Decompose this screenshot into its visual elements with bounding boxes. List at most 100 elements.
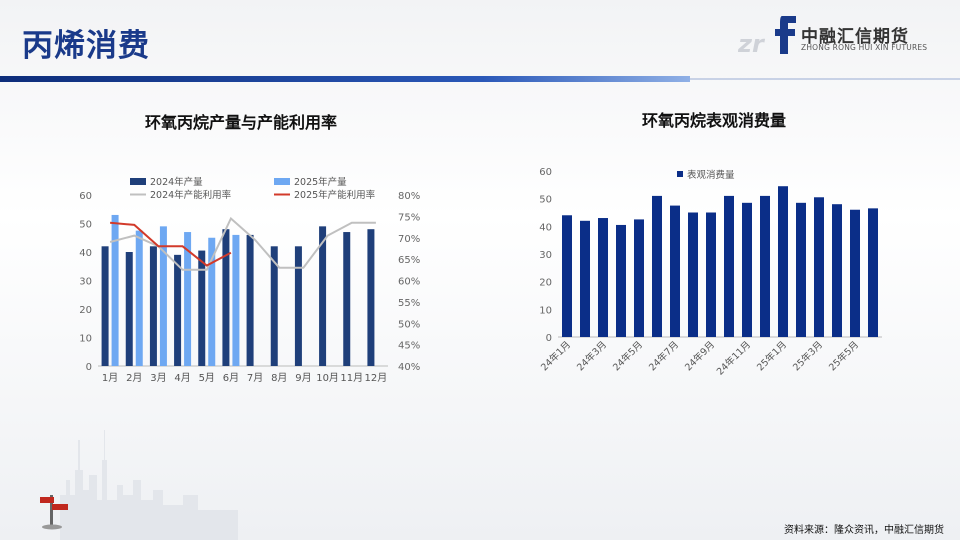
chart2-bar xyxy=(670,205,680,337)
chart1-bar-2025 xyxy=(135,230,143,366)
chart1-title: 环氧丙烷产量与产能利用率 xyxy=(145,113,338,132)
chart1-y-tick-label: 0 xyxy=(86,362,92,373)
chart1-legend-swatch xyxy=(130,178,146,185)
chart2-bar xyxy=(562,215,572,337)
chart1-y-tick-label: 50 xyxy=(79,220,92,231)
chart1-bar-2025 xyxy=(111,214,119,366)
chart1-x-tick-label: 8月 xyxy=(271,372,287,384)
chart2-x-tick-label: 24年9月 xyxy=(682,339,717,374)
chart1-y2-tick-label: 45% xyxy=(398,341,420,352)
chart1-bar-2025 xyxy=(232,234,240,366)
chart1-y2-tick-label: 70% xyxy=(398,234,420,245)
chart2-x-tick-label: 25年3月 xyxy=(790,339,825,374)
chart1-x-tick-label: 5月 xyxy=(199,372,215,384)
title-underline xyxy=(0,76,690,82)
chart2-bar xyxy=(616,224,626,337)
chart2-bar xyxy=(778,186,788,337)
city-skyline-decoration xyxy=(40,430,238,540)
chart2-bar xyxy=(850,209,860,337)
chart1-x-tick-label: 12月 xyxy=(365,372,388,384)
chart2-x-tick-label: 24年5月 xyxy=(610,339,645,374)
chart1-y-tick-label: 10 xyxy=(79,334,92,345)
chart2-x-tick-label: 24年1月 xyxy=(538,339,573,374)
chart1-bar-2025 xyxy=(208,237,216,366)
logo-english-name: ZHONG RONG HUI XIN FUTURES xyxy=(801,43,928,52)
chart1-bar-2024 xyxy=(343,232,351,366)
chart1-y2-tick-label: 50% xyxy=(398,319,420,330)
chart2-title: 环氧丙烷表观消费量 xyxy=(642,111,787,130)
chart2-y-tick-label: 40 xyxy=(539,222,552,233)
chart2-bar xyxy=(814,197,824,337)
chart1-y2-tick-label: 80% xyxy=(398,191,420,202)
chart1-bar-2024 xyxy=(198,250,206,366)
chart2-x-tick-label: 25年5月 xyxy=(826,339,861,374)
chart2-y-tick-label: 30 xyxy=(539,250,552,261)
chart1-y2-tick-label: 40% xyxy=(398,362,420,373)
chart2-bar xyxy=(688,212,698,337)
chart1-y2-tick-label: 65% xyxy=(398,255,420,266)
chart2-legend-swatch xyxy=(677,171,683,177)
chart2-y-tick-label: 20 xyxy=(539,278,552,289)
page-title: 丙烯消费 xyxy=(22,28,150,64)
chart2-bar xyxy=(832,204,842,337)
chart1-bar-2024 xyxy=(294,246,302,366)
chart2-bar xyxy=(760,195,770,337)
svg-text:zr: zr xyxy=(738,30,766,56)
chart2-bar xyxy=(868,208,878,337)
chart1-bar-2024 xyxy=(319,226,327,366)
chart1-line-2025-utilization xyxy=(110,221,232,267)
chart2-y-tick-label: 60 xyxy=(539,167,552,178)
chart2-y-tick-label: 50 xyxy=(539,195,552,206)
chart1-x-tick-label: 4月 xyxy=(174,372,190,384)
chart2-x-tick-label: 25年1月 xyxy=(754,339,789,374)
chart1-y2-tick-label: 75% xyxy=(398,212,420,223)
chart1-y-tick-label: 20 xyxy=(79,305,92,316)
chart1-line-2024-utilization xyxy=(109,216,376,271)
chart2-x-tick-label: 24年7月 xyxy=(646,339,681,374)
chart2-legend-label: 表观消费量 xyxy=(687,169,735,181)
chart2-bar xyxy=(598,218,608,337)
chart2-y-tick-label: 0 xyxy=(546,333,552,344)
chart2-y-tick-label: 10 xyxy=(539,305,552,316)
chart1-legend-label: 2025年产量 xyxy=(294,176,347,188)
chart1-bar-2024 xyxy=(246,234,254,366)
chart1-x-tick-label: 11月 xyxy=(340,372,363,384)
title-underline-thin xyxy=(690,78,960,80)
chart1-y-tick-label: 30 xyxy=(79,277,92,288)
chart1-x-tick-label: 3月 xyxy=(150,372,166,384)
data-source-note: 资料来源：隆众资讯，中融汇信期货 xyxy=(784,525,944,536)
chart1-x-tick-label: 2月 xyxy=(126,372,142,384)
chart1-legend-label: 2024年产能利用率 xyxy=(150,189,232,201)
chart1-x-tick-label: 10月 xyxy=(316,372,339,384)
chart2-bar xyxy=(724,195,734,337)
chart1-x-tick-label: 9月 xyxy=(295,372,311,384)
chart1-x-tick-label: 1月 xyxy=(102,372,118,384)
chart1-bar-2025 xyxy=(159,226,167,366)
chart1-legend-label: 2024年产量 xyxy=(150,176,203,188)
chart1-bar-2024 xyxy=(174,254,182,366)
chart2-bar xyxy=(742,202,752,337)
chart1-legend-swatch xyxy=(274,178,290,185)
chart2-bar xyxy=(706,212,716,337)
chart1-bar-2025 xyxy=(184,232,192,366)
chart1-bar-2024 xyxy=(125,252,133,366)
chart2-x-tick-label: 24年3月 xyxy=(574,339,609,374)
chart1-bar-2024 xyxy=(101,246,109,366)
chart1-bar-2024 xyxy=(222,229,230,366)
header: 丙烯消费 zr 中融汇信期货 ZHONG RONG HUI XIN FUTURE… xyxy=(0,0,960,82)
company-logo: zr 中融汇信期货 ZHONG RONG HUI XIN FUTURES xyxy=(738,10,938,60)
chart1-y-tick-label: 40 xyxy=(79,248,92,259)
chart1-legend-label: 2025年产能利用率 xyxy=(294,189,376,201)
chart1-bar-2024 xyxy=(367,229,375,366)
chart1-x-tick-label: 7月 xyxy=(247,372,263,384)
chart2-bar xyxy=(796,202,806,337)
chart2-bar xyxy=(652,195,662,337)
signpost-icon xyxy=(40,495,68,530)
chart1-y2-tick-label: 60% xyxy=(398,277,420,288)
chart1-x-tick-label: 6月 xyxy=(223,372,239,384)
chart2-x-tick-label: 24年11月 xyxy=(714,339,753,378)
chart2-bar xyxy=(634,219,644,337)
logo-mark-icon: zr xyxy=(738,16,796,56)
